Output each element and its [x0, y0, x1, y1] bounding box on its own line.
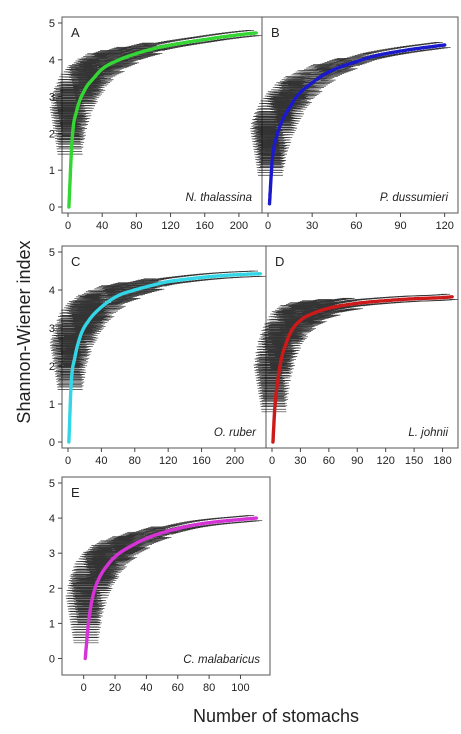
y-tick-label: 1 — [49, 165, 55, 177]
x-tick-label: 60 — [350, 220, 362, 232]
y-tick-label: 4 — [49, 513, 55, 525]
species-label: C. malabaricus — [183, 654, 260, 666]
x-tick-label: 30 — [294, 455, 306, 467]
figure-ylabel: Shannon-Wiener index — [14, 240, 34, 423]
x-tick-label: 60 — [323, 455, 335, 467]
species-label: O. ruber — [214, 427, 257, 439]
panel-c: 0 1 2 3 4 5 0 40 80 120 160 200 C O. ruber — [49, 245, 267, 467]
species-label: P. dussumieri — [380, 192, 449, 204]
panel-letter: B — [271, 25, 280, 40]
x-tick-label: 80 — [130, 220, 142, 232]
species-label: L. johnii — [408, 427, 448, 439]
x-tick-label: 0 — [269, 455, 275, 467]
y-tick-label: 0 — [49, 653, 55, 665]
panel-letter: C — [71, 254, 80, 269]
x-tick-label: 60 — [172, 682, 184, 694]
series-line — [271, 295, 454, 444]
x-tick-label: 80 — [203, 682, 215, 694]
x-tick-label: 40 — [96, 220, 108, 232]
y-tick-label: 0 — [49, 437, 55, 449]
y-tick-label: 4 — [49, 55, 55, 67]
y-tick-label: 1 — [49, 618, 55, 630]
x-tick-label: 120 — [159, 455, 177, 467]
panel-letter: E — [71, 485, 80, 500]
figure-xlabel: Number of stomachs — [193, 706, 359, 726]
x-tick-label: 200 — [226, 455, 244, 467]
x-tick-label: 120 — [161, 220, 179, 232]
y-tick-label: 2 — [49, 128, 55, 140]
y-tick-label: 0 — [49, 202, 55, 214]
x-tick-label: 30 — [306, 220, 318, 232]
y-tick-label: 5 — [49, 247, 55, 259]
x-tick-label: 90 — [351, 455, 363, 467]
y-tick-label: 3 — [49, 323, 55, 335]
y-tick-label: 5 — [49, 478, 55, 490]
x-tick-label: 160 — [192, 455, 210, 467]
y-tick-label: 2 — [49, 583, 55, 595]
series-line — [67, 272, 262, 444]
panel-letter: D — [275, 254, 284, 269]
series-line — [67, 31, 258, 209]
panel-b: 0 30 60 90 120 B P. dussumieri — [250, 16, 459, 232]
x-tick-label: 90 — [394, 220, 406, 232]
x-tick-label: 120 — [435, 220, 453, 232]
error-bars — [65, 515, 263, 644]
panel-frame — [61, 476, 271, 676]
panel-d: 0 30 60 90 120 150 180 D L. johnii — [253, 245, 459, 467]
series-line — [267, 43, 447, 206]
x-tick-label: 0 — [65, 455, 71, 467]
x-tick-label: 160 — [196, 220, 214, 232]
x-tick-label: 150 — [405, 455, 423, 467]
x-tick-label: 200 — [230, 220, 248, 232]
species-label: N. thalassina — [186, 192, 252, 204]
y-tick-label: 3 — [49, 92, 55, 104]
x-tick-label: 40 — [140, 682, 152, 694]
panel-a: 0 1 2 3 4 5 0 40 80 120 160 200 A N. thalassina — [49, 16, 263, 232]
y-tick-label: 4 — [49, 285, 55, 297]
panel-letter: A — [71, 25, 80, 40]
y-tick-label: 3 — [49, 548, 55, 560]
x-tick-label: 0 — [81, 682, 87, 694]
x-tick-label: 40 — [95, 455, 107, 467]
panel-frame — [265, 245, 459, 449]
x-tick-label: 0 — [65, 220, 71, 232]
x-tick-label: 100 — [231, 682, 249, 694]
x-tick-label: 120 — [377, 455, 395, 467]
y-tick-label: 1 — [49, 399, 55, 411]
y-tick-label: 2 — [49, 361, 55, 373]
panel-e: 0 1 2 3 4 5 0 20 40 60 80 100 E C. malabaricus — [49, 476, 271, 694]
x-tick-label: 80 — [129, 455, 141, 467]
y-tick-label: 5 — [49, 18, 55, 30]
x-tick-label: 180 — [433, 455, 451, 467]
series-line — [83, 516, 258, 661]
x-tick-label: 20 — [109, 682, 121, 694]
x-tick-label: 0 — [265, 220, 271, 232]
